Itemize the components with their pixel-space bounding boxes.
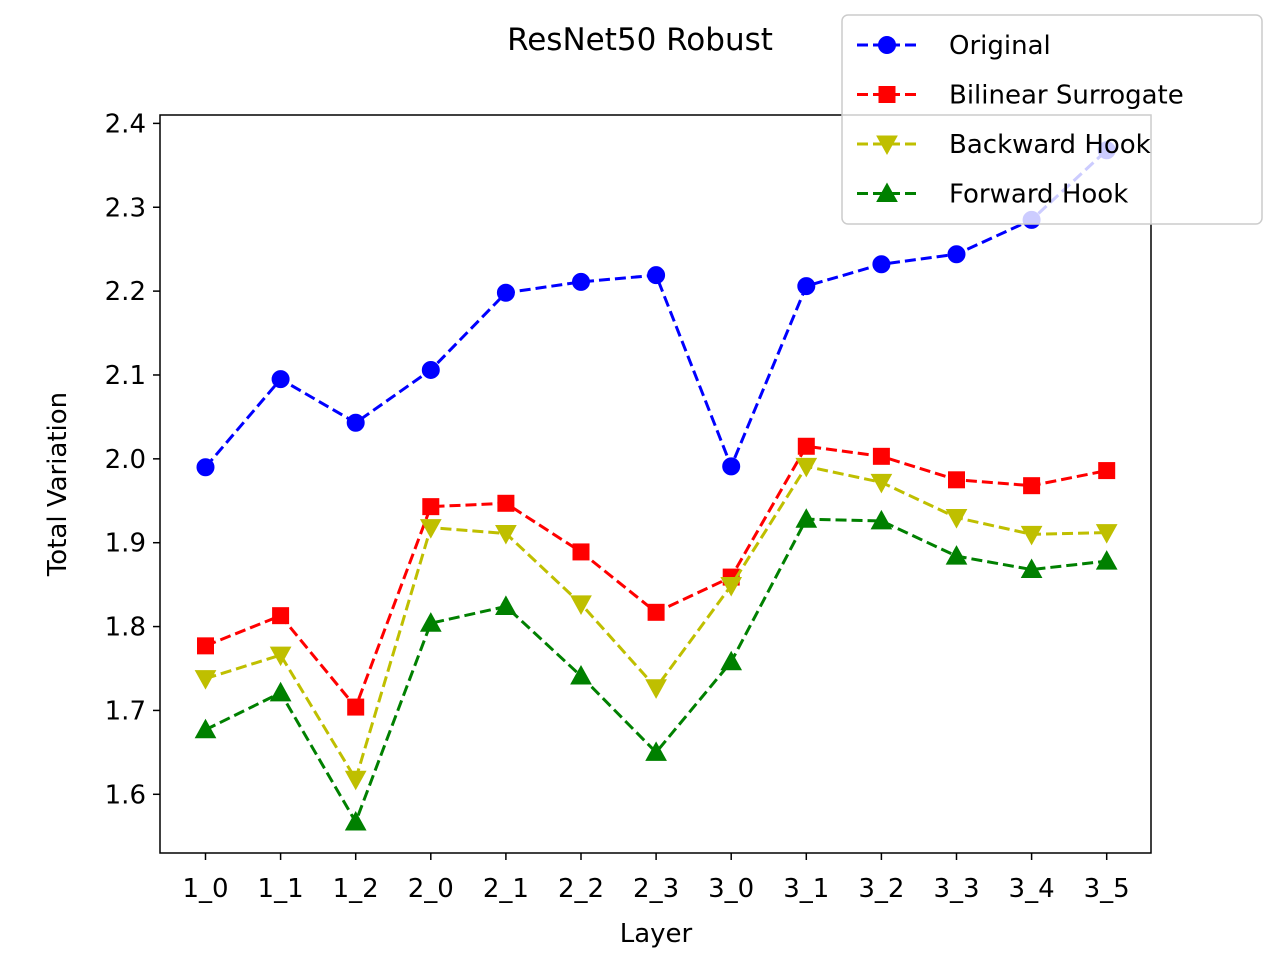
y-tick-label: 2.4	[105, 109, 146, 139]
x-tick-label: 3_4	[1009, 874, 1055, 904]
data-point-backward-hook	[344, 770, 367, 791]
data-point-backward-hook	[570, 595, 592, 615]
data-point-backward-hook	[945, 509, 968, 529]
series-line-forward-hook	[204, 517, 1107, 826]
legend-label: Original	[949, 31, 1051, 61]
data-point-bilinear-surrogate	[797, 437, 815, 455]
x-tick-label: 1_1	[258, 874, 304, 904]
x-tick-label: 2_2	[558, 874, 604, 904]
y-tick-label: 2.1	[105, 361, 146, 391]
data-point-backward-hook	[720, 576, 743, 597]
data-point-bilinear-surrogate	[872, 447, 890, 465]
x-axis: 1_0 1_1 1_2 2_0 2_1 2_2 2_3 3_0 3_1 3_2 3_3 3_4 3_5	[182, 853, 1130, 904]
data-point-original	[496, 283, 515, 302]
y-tick-label: 1.8	[105, 613, 146, 643]
data-point-backward-hook	[194, 670, 217, 690]
y-axis-label: Total Variation	[43, 392, 73, 577]
data-point-bilinear-surrogate	[272, 607, 290, 625]
legend-marker	[876, 182, 898, 202]
legend-item-original: Original	[857, 31, 1051, 61]
data-point-backward-hook	[1020, 525, 1043, 546]
data-point-forward-hook	[344, 810, 367, 831]
data-point-bilinear-surrogate	[647, 603, 665, 621]
data-point-original	[872, 255, 891, 274]
x-tick-label: 2_3	[633, 874, 679, 904]
data-point-forward-hook	[1020, 558, 1043, 579]
data-point-original	[271, 370, 290, 389]
legend-label: Forward Hook	[949, 180, 1128, 210]
data-point-forward-hook	[495, 595, 517, 615]
y-tick-label: 2.0	[105, 445, 146, 475]
series-line-bilinear-surrogate	[204, 444, 1107, 711]
y-tick-label: 1.9	[105, 529, 146, 559]
data-point-forward-hook	[269, 681, 292, 702]
x-tick-label: 1_2	[333, 874, 379, 904]
data-point-backward-hook	[1095, 524, 1118, 544]
data-point-bilinear-surrogate	[497, 494, 515, 512]
data-point-original	[421, 360, 440, 379]
data-point-forward-hook	[720, 650, 743, 671]
legend-label: Bilinear Surrogate	[949, 81, 1184, 111]
x-axis-label: Layer	[620, 919, 693, 949]
data-point-backward-hook	[795, 457, 818, 478]
plot-area	[194, 141, 1118, 831]
series-bilinear-surrogate	[197, 437, 1116, 716]
x-tick-label: 3_0	[708, 874, 754, 904]
data-point-backward-hook	[495, 524, 517, 545]
legend-marker	[878, 36, 896, 54]
data-point-backward-hook	[419, 519, 442, 539]
data-point-backward-hook	[870, 473, 893, 494]
data-point-bilinear-surrogate	[347, 698, 365, 716]
x-tick-label: 1_0	[182, 874, 228, 904]
x-tick-label: 3_3	[933, 874, 979, 904]
data-point-bilinear-surrogate	[1098, 462, 1116, 480]
data-point-bilinear-surrogate	[948, 471, 965, 489]
chart-title: ResNet50 Robust	[507, 22, 773, 58]
x-tick-label: 3_1	[783, 874, 829, 904]
legend-marker	[878, 86, 896, 103]
x-tick-label: 2_1	[483, 874, 529, 904]
legend-box	[841, 14, 1263, 225]
y-axis: 1.6 1.7 1.8 1.9 2.0 2.1 2.2 2.3 2.4	[105, 109, 160, 810]
data-point-forward-hook	[419, 612, 442, 632]
legend-item-forward-hook: Forward Hook	[857, 180, 1128, 210]
data-point-forward-hook	[795, 508, 818, 528]
data-point-forward-hook	[945, 545, 968, 565]
legend-item-bilinear-surrogate: Bilinear Surrogate	[857, 81, 1184, 111]
series-line-backward-hook	[205, 464, 1107, 783]
y-tick-label: 2.3	[105, 193, 146, 223]
data-point-original	[947, 245, 966, 264]
data-point-forward-hook	[645, 741, 667, 761]
data-point-original	[797, 277, 816, 296]
data-point-forward-hook	[1095, 550, 1118, 570]
y-tick-label: 2.2	[105, 277, 146, 307]
legend-label: Backward Hook	[949, 130, 1151, 160]
legend-item-backward-hook: Backward Hook	[857, 130, 1151, 160]
data-point-forward-hook	[570, 665, 592, 685]
legend: Original Bilinear Surrogate Backward Hook F…	[841, 14, 1263, 225]
data-point-original	[647, 266, 666, 285]
data-point-original	[722, 457, 741, 476]
data-point-backward-hook	[269, 646, 292, 667]
data-point-bilinear-surrogate	[1023, 477, 1041, 495]
data-point-bilinear-surrogate	[422, 498, 440, 516]
x-tick-label: 3_5	[1084, 874, 1130, 904]
data-point-original	[346, 413, 365, 432]
y-tick-label: 1.6	[105, 780, 146, 810]
data-point-original	[196, 458, 215, 477]
data-point-bilinear-surrogate	[197, 637, 214, 655]
x-tick-label: 3_2	[858, 874, 904, 904]
y-tick-label: 1.7	[105, 696, 146, 726]
series-forward-hook	[194, 508, 1118, 831]
data-point-backward-hook	[645, 679, 667, 699]
x-tick-label: 2_0	[408, 874, 454, 904]
legend-marker	[876, 135, 898, 156]
data-point-forward-hook	[870, 509, 893, 530]
data-point-bilinear-surrogate	[572, 543, 590, 561]
data-point-forward-hook	[194, 718, 217, 739]
data-point-original	[572, 272, 590, 291]
series-backward-hook	[194, 457, 1118, 791]
